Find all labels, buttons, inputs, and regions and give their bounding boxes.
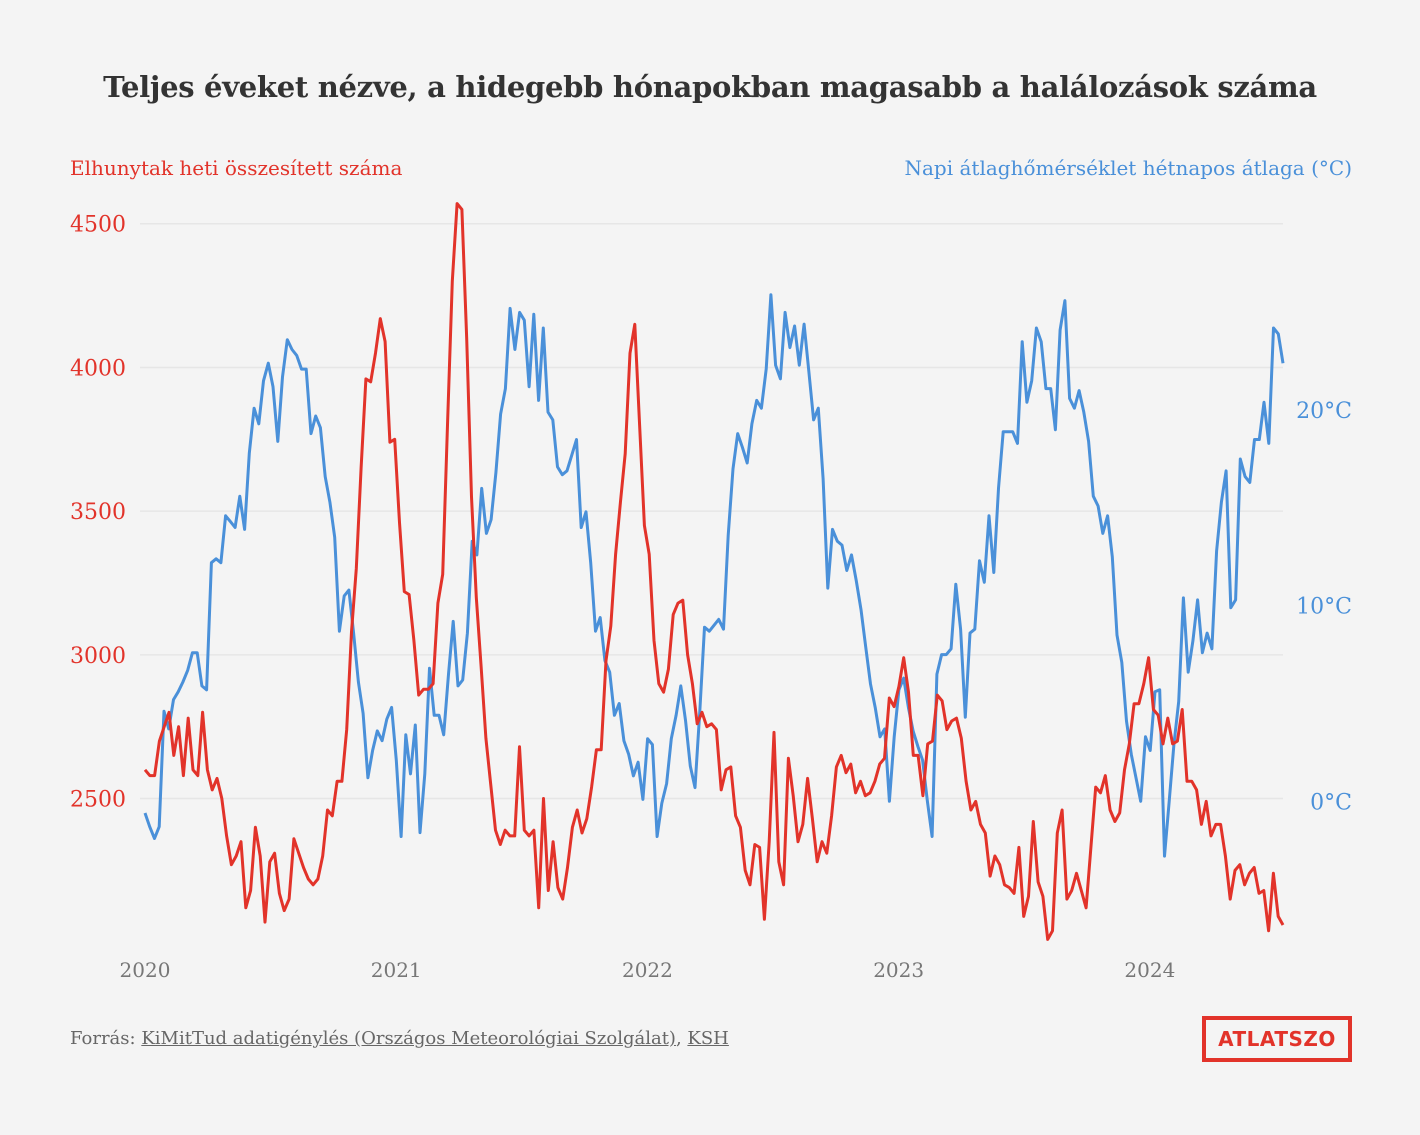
left-axis-label: Elhunytak heti összesített száma (70, 156, 403, 180)
left-tick-label: 4500 (70, 213, 126, 238)
chart-title: Teljes éveket nézve, a hidegebb hónapokb… (103, 70, 1317, 104)
deaths-series-line (143, 202, 1285, 941)
x-tick-label: 2021 (371, 958, 422, 982)
source-prefix: Forrás: (70, 1028, 142, 1049)
temperature-series-line (143, 293, 1285, 858)
x-axis-ticks: 2020 2021 2022 2023 2024 (120, 958, 1176, 982)
right-tick-label: 20°C (1296, 399, 1352, 424)
gridlines (140, 222, 1283, 800)
right-axis-label: Napi átlaghőmérséklet hétnapos átlaga (°… (904, 156, 1353, 180)
left-tick-label: 3000 (70, 644, 126, 669)
right-axis-ticks: 0°C 10°C 20°C (1296, 399, 1352, 815)
source-link-kimittud[interactable]: KiMitTud adatigénylés (Országos Meteorol… (141, 1028, 676, 1049)
left-tick-label: 4000 (70, 356, 126, 381)
right-tick-label: 10°C (1296, 595, 1352, 620)
atlatszo-logo[interactable]: ATLATSZO (1202, 1016, 1352, 1062)
source-note: Forrás: KiMitTud adatigénylés (Országos … (70, 1028, 729, 1049)
right-tick-label: 0°C (1310, 790, 1352, 815)
source-separator: , (675, 1028, 688, 1049)
left-axis-ticks: 2500 3000 3500 4000 4500 (70, 213, 126, 813)
x-tick-label: 2023 (873, 958, 924, 982)
logo-text: ATLATSZO (1218, 1027, 1336, 1051)
x-tick-label: 2020 (120, 958, 171, 982)
source-link-ksh[interactable]: KSH (687, 1028, 729, 1049)
x-tick-label: 2024 (1124, 958, 1175, 982)
left-tick-label: 3500 (70, 500, 126, 525)
x-tick-label: 2022 (622, 958, 673, 982)
left-tick-label: 2500 (70, 788, 126, 813)
